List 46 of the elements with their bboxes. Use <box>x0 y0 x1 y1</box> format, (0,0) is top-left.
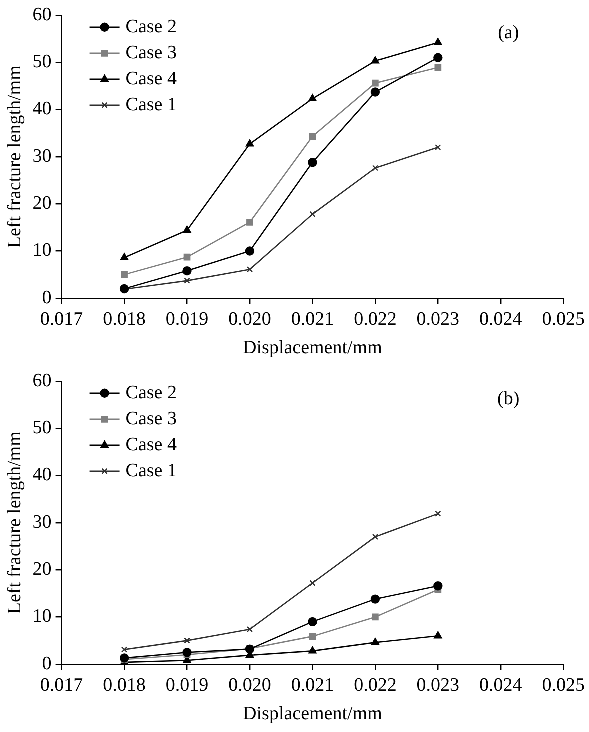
x-tick-label: 0.023 <box>416 308 460 330</box>
y-axis-title: Left fracture length/mm <box>4 65 26 248</box>
x-tick-label: 0.017 <box>40 674 84 696</box>
y-tick-label: 50 <box>32 52 52 73</box>
legend-label: Case 2 <box>126 382 177 404</box>
x-tick-label: 0.018 <box>103 674 146 696</box>
y-tick-label: 10 <box>32 240 52 262</box>
y-tick-label: 10 <box>32 606 52 628</box>
legend-label: Case 4 <box>126 68 178 90</box>
x-tick-label: 0.020 <box>228 308 272 330</box>
annotation: (b) <box>498 388 520 410</box>
x-tick-label: 0.023 <box>416 674 460 696</box>
x-tick-label: 0.021 <box>291 308 334 330</box>
x-tick-label: 0.022 <box>354 674 397 696</box>
annotation: (a) <box>498 22 520 44</box>
legend-label: Case 3 <box>126 408 177 430</box>
y-axis-title: Left fracture length/mm <box>4 431 26 614</box>
y-tick-label: 60 <box>32 4 52 26</box>
y-tick-label: 60 <box>32 370 52 392</box>
legend-label: Case 1 <box>126 460 177 482</box>
x-tick-label: 0.025 <box>542 674 585 696</box>
x-tick-label: 0.017 <box>40 308 84 330</box>
x-tick-label: 0.022 <box>354 308 397 330</box>
y-tick-label: 40 <box>32 98 52 120</box>
legend-label: Case 3 <box>126 42 177 64</box>
x-tick-label: 0.019 <box>166 674 209 696</box>
y-tick-label: 40 <box>32 464 52 486</box>
x-axis-title: Displacement/mm <box>243 704 383 725</box>
legend-label: Case 4 <box>126 434 178 456</box>
x-axis-title: Displacement/mm <box>243 338 383 359</box>
x-tick-label: 0.018 <box>103 308 146 330</box>
y-tick-label: 0 <box>42 653 52 674</box>
x-tick-label: 0.020 <box>228 674 272 696</box>
x-tick-label: 0.025 <box>542 308 585 330</box>
legend-label: Case 1 <box>126 94 177 116</box>
legend-label: Case 2 <box>126 16 177 38</box>
x-tick-label: 0.024 <box>480 674 523 696</box>
y-tick-label: 50 <box>32 418 52 439</box>
x-tick-label: 0.024 <box>480 308 523 330</box>
x-tick-label: 0.019 <box>166 308 209 330</box>
y-tick-label: 30 <box>32 512 52 533</box>
y-tick-label: 0 <box>42 287 52 308</box>
y-tick-label: 20 <box>32 559 52 580</box>
y-tick-label: 20 <box>32 193 52 214</box>
x-tick-label: 0.021 <box>291 674 334 696</box>
y-tick-label: 30 <box>32 146 52 167</box>
